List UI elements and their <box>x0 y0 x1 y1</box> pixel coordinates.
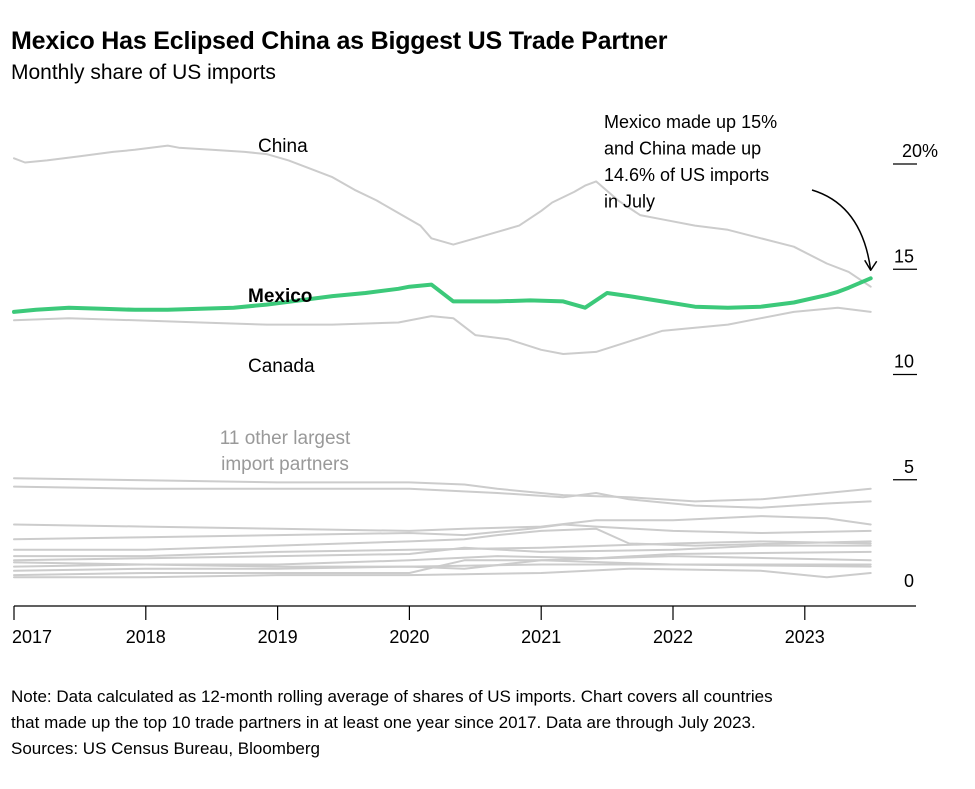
x-tick-label: 2017 <box>12 627 52 647</box>
series-label: Canada <box>248 356 315 377</box>
series-line-other-partner-6 <box>13 523 872 541</box>
series-line-china <box>13 144 872 288</box>
series-line-other-partner-13 <box>13 567 872 579</box>
y-tick-label: 20% <box>902 141 938 161</box>
x-tick-label: 2020 <box>389 627 429 647</box>
line-chart: 2017 2018 2019 2020 2021 2022 2023 0 5 10 15 20% Ch… <box>12 112 938 647</box>
x-tick-label: 2022 <box>653 627 693 647</box>
annotation-line: 14.6% of US imports <box>604 165 769 185</box>
y-tick-label: 10 <box>894 352 914 372</box>
series-line-mexico <box>12 276 873 314</box>
note-line: Note: Data calculated as 12-month rollin… <box>11 687 773 706</box>
note-line: that made up the top 10 trade partners i… <box>11 713 756 732</box>
series-label: import partners <box>221 454 349 475</box>
series-label: China <box>258 136 308 157</box>
series-label: 11 other largest <box>220 428 351 449</box>
y-tick-label: 0 <box>904 571 914 591</box>
source-line: Sources: US Census Bureau, Bloomberg <box>11 739 320 758</box>
series-line-canada <box>13 306 872 355</box>
annotation-arrowhead <box>864 259 878 271</box>
series-line-other-partner-5 <box>13 515 872 532</box>
annotation-line: in July <box>604 192 655 212</box>
x-tick-label: 2023 <box>785 627 825 647</box>
series-line-other-partner-3 <box>13 477 872 503</box>
chart-title: Mexico Has Eclipsed China as Biggest US … <box>11 27 668 55</box>
series-line-other-partner-4 <box>13 485 872 509</box>
x-tick-label: 2019 <box>258 627 298 647</box>
chart-note: Note: Data calculated as 12-month rollin… <box>11 684 961 762</box>
series-line-other-partner-14 <box>13 561 872 568</box>
chart-subtitle: Monthly share of US imports <box>11 61 276 84</box>
annotation-line: Mexico made up 15% <box>604 112 777 132</box>
y-tick-label: 5 <box>904 457 914 477</box>
annotation-line: and China made up <box>604 139 761 159</box>
annotation-arrow <box>811 189 872 271</box>
x-tick-label: 2018 <box>126 627 166 647</box>
series-line-other-partner-9 <box>13 544 872 562</box>
series-label: Mexico <box>248 286 312 307</box>
x-tick-label: 2021 <box>521 627 561 647</box>
y-tick-label: 15 <box>894 246 914 266</box>
